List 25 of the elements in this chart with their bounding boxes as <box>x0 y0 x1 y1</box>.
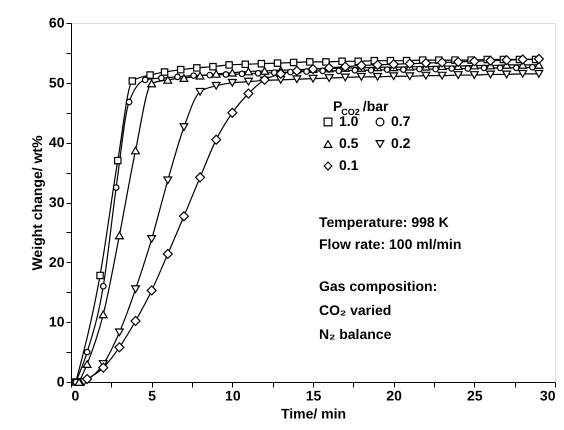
x-axis-title: Time/ min <box>280 406 346 422</box>
annotation: CO₂ varied <box>319 302 392 318</box>
annotation: Flow rate: 100 ml/min <box>319 236 462 252</box>
x-tick-label: 20 <box>386 388 402 404</box>
y-tick-label: 0 <box>56 374 65 390</box>
legend-label: 0.1 <box>339 157 359 173</box>
x-tick-label: 30 <box>540 388 556 404</box>
y-axis-title: Weight change/ wt% <box>28 134 45 271</box>
legend-label: 0.2 <box>391 135 411 151</box>
y-tick-label: 20 <box>48 254 65 270</box>
y-tick-label: 10 <box>48 314 65 330</box>
x-tick-label: 5 <box>148 388 156 404</box>
annotation: Temperature: 998 K <box>319 214 449 230</box>
y-tick-label: 40 <box>48 134 65 150</box>
x-tick-label: 0 <box>72 388 80 404</box>
annotation: N₂ balance <box>319 326 392 342</box>
y-tick-label: 60 <box>48 14 65 30</box>
legend-label: 0.7 <box>391 113 411 129</box>
y-tick-label: 50 <box>48 74 65 90</box>
y-tick-label: 30 <box>48 194 65 210</box>
x-tick-label: 25 <box>467 388 483 404</box>
x-tick-label: 10 <box>225 388 241 404</box>
annotation: Gas composition: <box>319 278 438 294</box>
x-tick-label: 15 <box>306 388 322 404</box>
legend-label: 0.5 <box>339 135 359 151</box>
